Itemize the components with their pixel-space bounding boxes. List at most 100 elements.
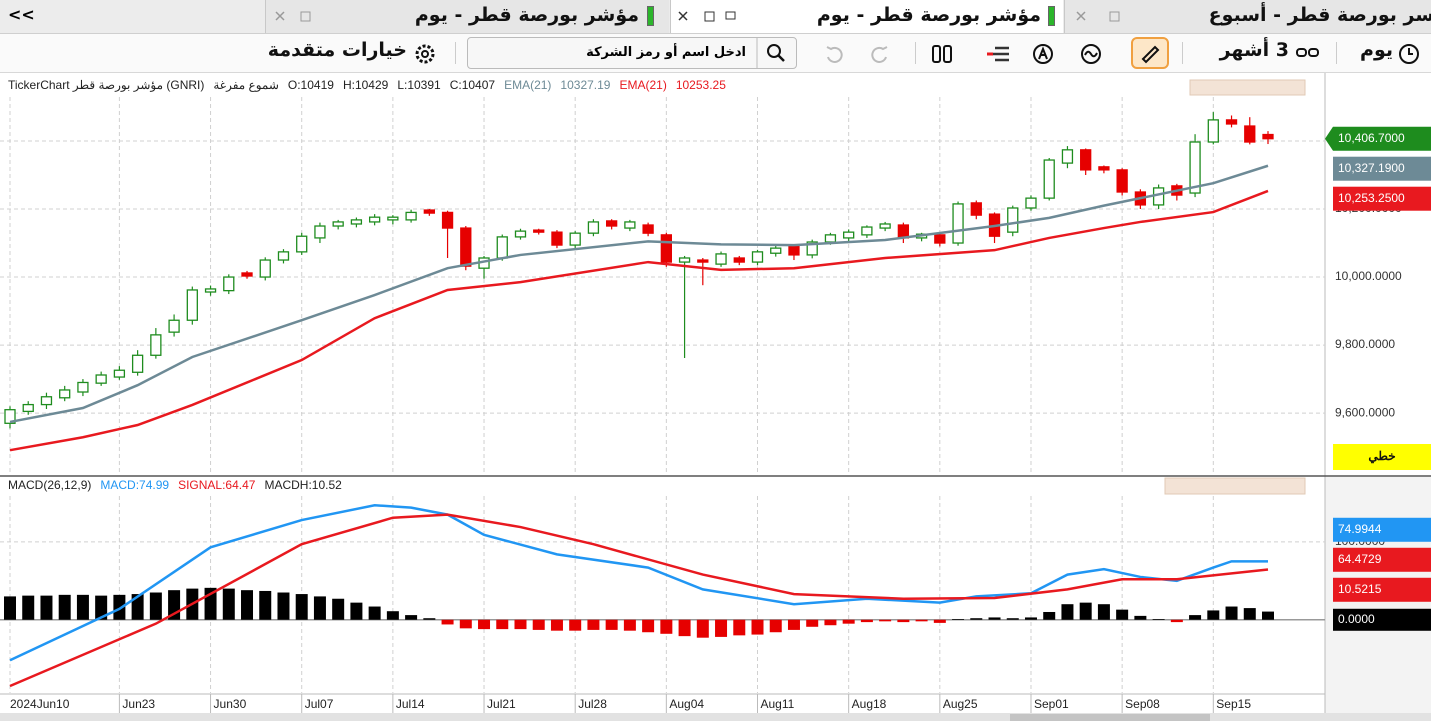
candle-body — [387, 216, 399, 221]
x-tick-label: Sep15 — [1216, 697, 1251, 711]
ohlc-text: C:10407 — [450, 78, 496, 92]
histogram-bar — [733, 619, 746, 636]
indicator-icon[interactable] — [1080, 43, 1102, 65]
candle-body — [970, 202, 982, 216]
layers-icon[interactable] — [985, 43, 1011, 65]
scrollbar[interactable] — [0, 713, 1431, 721]
histogram-bar — [879, 619, 892, 622]
histogram-bar — [113, 594, 126, 620]
histogram-bar — [569, 619, 582, 631]
price-label-box — [1333, 186, 1431, 211]
window-controls[interactable] — [1164, 477, 1306, 495]
candle-body — [697, 259, 709, 263]
histogram-bar — [1152, 618, 1165, 620]
price-label-box — [1333, 156, 1431, 181]
x-tick-label: 2024Jun10 — [10, 697, 70, 711]
y-tick-label: 9,600.0000 — [1335, 405, 1395, 419]
candle-body — [1189, 141, 1201, 194]
x-tick-label: Aug04 — [669, 697, 704, 711]
collapse-button[interactable]: << — [8, 5, 35, 24]
zero-label-box — [1333, 608, 1431, 631]
price-label: 10.5215 — [1338, 582, 1382, 596]
candle-body — [77, 381, 89, 393]
tab[interactable]: سر بورصة قطر - أسبوع — [1064, 0, 1431, 33]
histogram-bar — [751, 619, 764, 635]
advanced-options[interactable]: خيارات متقدمة — [267, 39, 407, 61]
histogram-bar — [441, 619, 454, 625]
candle-body — [751, 251, 764, 263]
search-box[interactable]: ادخل اسم أو رمز الشركة — [467, 37, 797, 69]
legend-entry: MACDH:10.52 — [264, 478, 342, 492]
ohlc-text: L:10391 — [397, 78, 441, 92]
indicator-line — [9, 513, 1269, 688]
candle-body — [1244, 125, 1256, 143]
histogram-bar — [642, 619, 655, 633]
interval-button[interactable]: يوم — [1360, 39, 1393, 61]
scroll-thumb[interactable] — [1010, 714, 1210, 721]
candle-body — [533, 229, 545, 233]
candle-body — [824, 234, 837, 243]
histogram-bar — [550, 619, 563, 631]
scale-mode-box[interactable] — [1333, 444, 1431, 470]
histogram-bar — [95, 595, 108, 620]
legend-value: 10253.25 — [676, 78, 726, 92]
price-label: 64.4729 — [1338, 552, 1382, 566]
histogram-bar — [952, 618, 965, 620]
histogram-bar — [623, 619, 636, 631]
candle-body — [441, 211, 454, 229]
x-tick-label: Sep01 — [1034, 697, 1069, 711]
redo-icon[interactable] — [868, 43, 892, 65]
toolbar: يوم 3 أشهر ادخل اسم أو رمز الشركة خيارات… — [0, 34, 1431, 73]
candle-body — [1043, 159, 1055, 199]
search-icon — [756, 38, 785, 68]
candle-body — [678, 257, 691, 263]
histogram-bar — [295, 594, 308, 620]
alert-icon[interactable] — [1032, 43, 1054, 65]
histogram-bar — [587, 619, 600, 630]
compare-icon[interactable] — [930, 42, 954, 66]
histogram-bar — [769, 619, 782, 633]
tab-title: مؤشر بورصة قطر - يوم — [414, 4, 639, 26]
candle-body — [368, 216, 381, 223]
histogram-bar — [222, 588, 235, 620]
histogram-bar — [1262, 611, 1274, 620]
tab[interactable]: مؤشر بورصة قطر - يوم — [265, 0, 669, 33]
histogram-bar — [332, 598, 345, 620]
x-tick-label: Jul07 — [305, 697, 334, 711]
candle-body — [606, 220, 618, 227]
candle-body — [332, 221, 344, 227]
candle-body — [314, 225, 326, 239]
candle-body — [788, 245, 800, 256]
histogram-bar — [1134, 615, 1147, 620]
window-controls[interactable] — [1189, 79, 1306, 96]
x-tick-label: Jul14 — [396, 697, 425, 711]
legend-value: 10327.19 — [560, 78, 610, 92]
price-label-box — [1333, 577, 1431, 602]
histogram-bar — [970, 618, 983, 620]
range-button[interactable]: 3 أشهر — [1219, 39, 1289, 61]
candle-body — [952, 203, 964, 244]
candle-body — [204, 288, 217, 293]
histogram-bar — [1097, 604, 1110, 620]
histogram-bar — [241, 590, 254, 620]
draw-tool-button[interactable] — [1131, 37, 1169, 69]
histogram-bar — [478, 619, 491, 630]
candle-body — [879, 223, 891, 229]
search-placeholder: ادخل اسم أو رمز الشركة — [586, 45, 746, 60]
histogram-bar — [1024, 617, 1037, 620]
x-tick-label: Aug11 — [761, 697, 795, 711]
histogram-bar — [1116, 609, 1129, 620]
candle-body — [770, 247, 782, 254]
candle-body — [1007, 207, 1019, 233]
tab-active[interactable]: مؤشر بورصة قطر - يوم — [670, 0, 1063, 33]
candle-body — [587, 221, 600, 234]
candle-body — [423, 209, 435, 214]
histogram-bar — [1061, 604, 1074, 620]
undo-icon[interactable] — [822, 43, 846, 65]
candle-body — [59, 389, 71, 399]
histogram-bar — [405, 615, 418, 620]
histogram-bar — [459, 619, 472, 629]
histogram-bar — [660, 619, 673, 634]
histogram-bar — [368, 606, 381, 620]
